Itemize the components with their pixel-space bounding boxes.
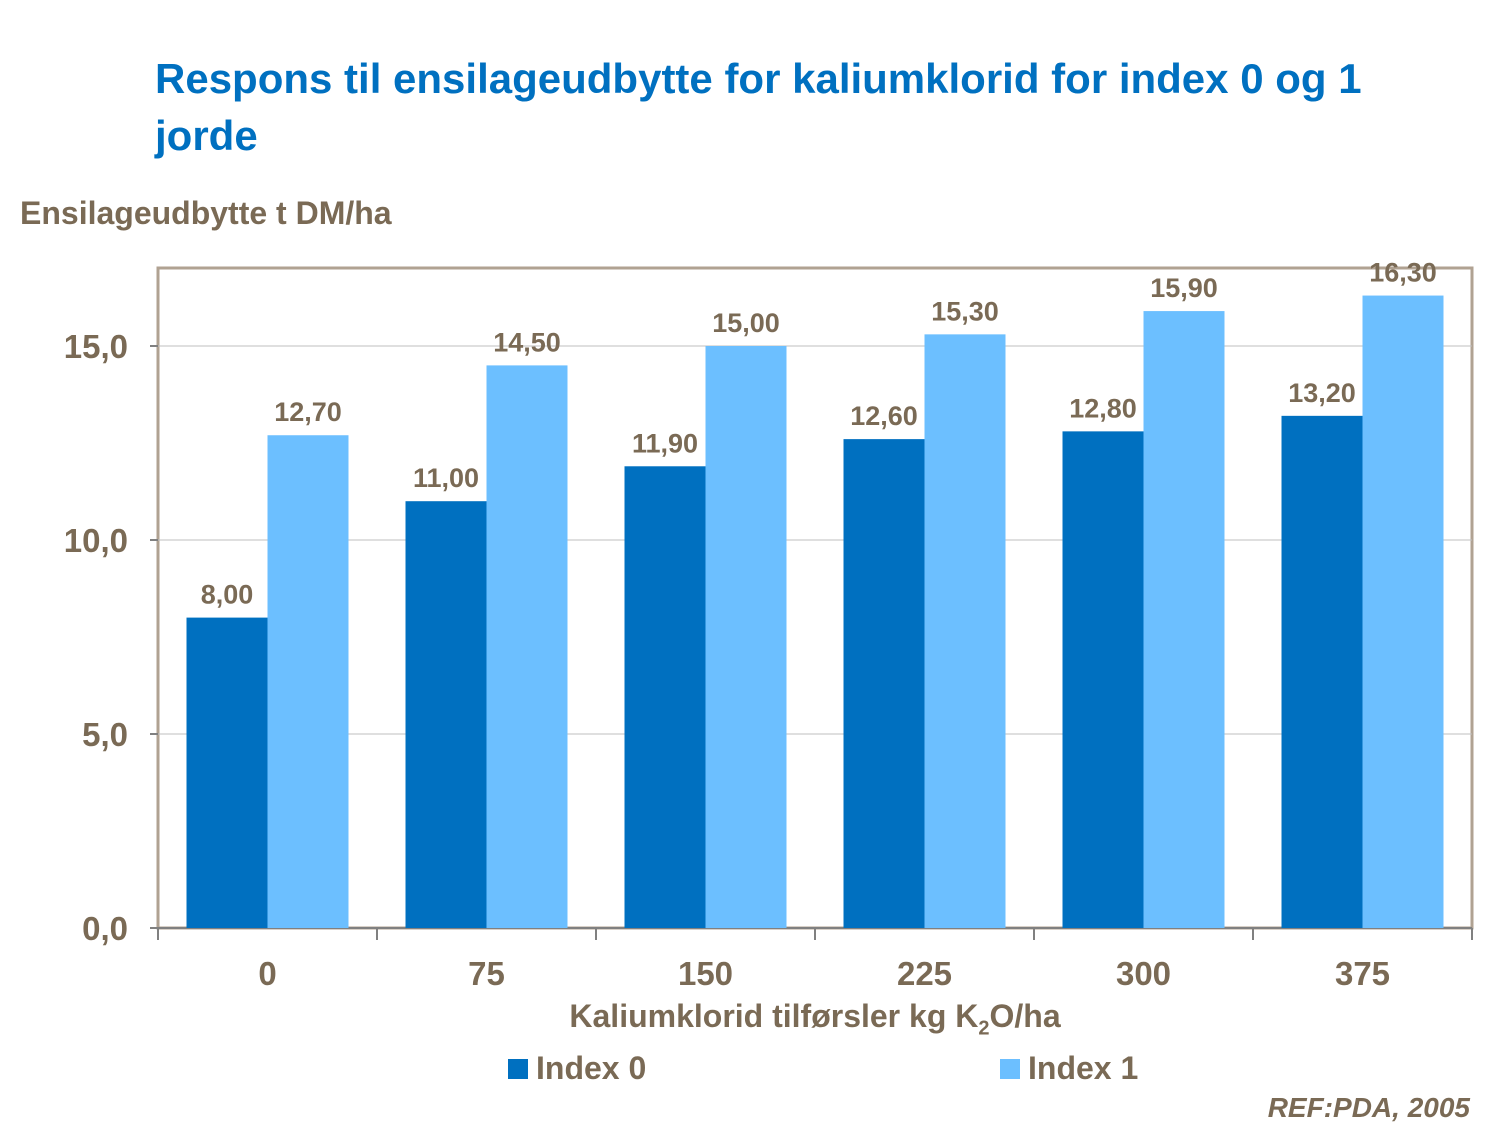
y-tick-label: 5,0 bbox=[82, 716, 128, 753]
x-axis-label-sub: 2 bbox=[978, 1017, 990, 1040]
legend-item-index-0: Index 0 bbox=[508, 1050, 646, 1087]
bar-index-1 bbox=[1143, 311, 1225, 929]
bar-index-0 bbox=[1062, 431, 1144, 928]
data-label: 15,00 bbox=[712, 308, 780, 338]
legend-item-index-1: Index 1 bbox=[1000, 1050, 1138, 1087]
data-label: 13,20 bbox=[1288, 378, 1356, 408]
legend-label-index-0: Index 0 bbox=[536, 1050, 647, 1086]
bar-index-1 bbox=[267, 435, 349, 928]
data-label: 15,30 bbox=[931, 296, 999, 326]
data-label: 14,50 bbox=[493, 327, 561, 357]
legend: Index 0 Index 1 bbox=[0, 1050, 1500, 1090]
x-axis-label: Kaliumklorid tilførsler kg K2O/ha bbox=[0, 998, 1500, 1040]
bar-index-1 bbox=[1362, 295, 1444, 928]
data-label: 12,80 bbox=[1069, 393, 1137, 423]
data-label: 12,60 bbox=[850, 401, 918, 431]
bar-index-0 bbox=[405, 501, 487, 928]
y-tick-label: 10,0 bbox=[64, 522, 128, 559]
bar-index-0 bbox=[186, 617, 268, 928]
y-tick-label: 0,0 bbox=[82, 910, 128, 947]
chart-title: Respons til ensilageudbytte for kaliumkl… bbox=[155, 55, 1362, 159]
data-label: 8,00 bbox=[201, 580, 254, 610]
legend-swatch-index-1 bbox=[1000, 1058, 1020, 1079]
bar-index-0 bbox=[624, 466, 706, 928]
y-tick-label: 15,0 bbox=[64, 328, 128, 365]
data-label: 12,70 bbox=[274, 397, 342, 427]
legend-label-index-1: Index 1 bbox=[1028, 1050, 1139, 1086]
legend-swatch-index-0 bbox=[508, 1058, 528, 1079]
data-label: 11,00 bbox=[413, 463, 479, 493]
x-axis-label-prefix: Kaliumklorid tilførsler kg K bbox=[569, 998, 979, 1034]
bar-index-1 bbox=[486, 365, 568, 928]
bar-index-1 bbox=[924, 334, 1006, 928]
bar-index-0 bbox=[1281, 415, 1363, 929]
x-tick-label: 375 bbox=[1335, 955, 1390, 992]
data-label: 15,90 bbox=[1150, 273, 1218, 303]
x-tick-label: 75 bbox=[468, 955, 505, 992]
bar-index-0 bbox=[843, 439, 925, 928]
x-axis-label-suffix: O/ha bbox=[989, 998, 1061, 1034]
x-tick-label: 225 bbox=[897, 955, 952, 992]
reference-note: REF:PDA, 2005 bbox=[1267, 1092, 1470, 1123]
x-tick-label: 300 bbox=[1116, 955, 1171, 992]
x-tick-label: 0 bbox=[258, 955, 276, 992]
data-label: 16,30 bbox=[1369, 258, 1437, 288]
plot-frame bbox=[156, 266, 1474, 930]
bar-index-1 bbox=[705, 346, 787, 928]
y-axis-label: Ensilageudbytte t DM/ha bbox=[20, 195, 392, 231]
x-tick-label: 150 bbox=[678, 955, 733, 992]
data-label: 11,90 bbox=[632, 428, 698, 458]
